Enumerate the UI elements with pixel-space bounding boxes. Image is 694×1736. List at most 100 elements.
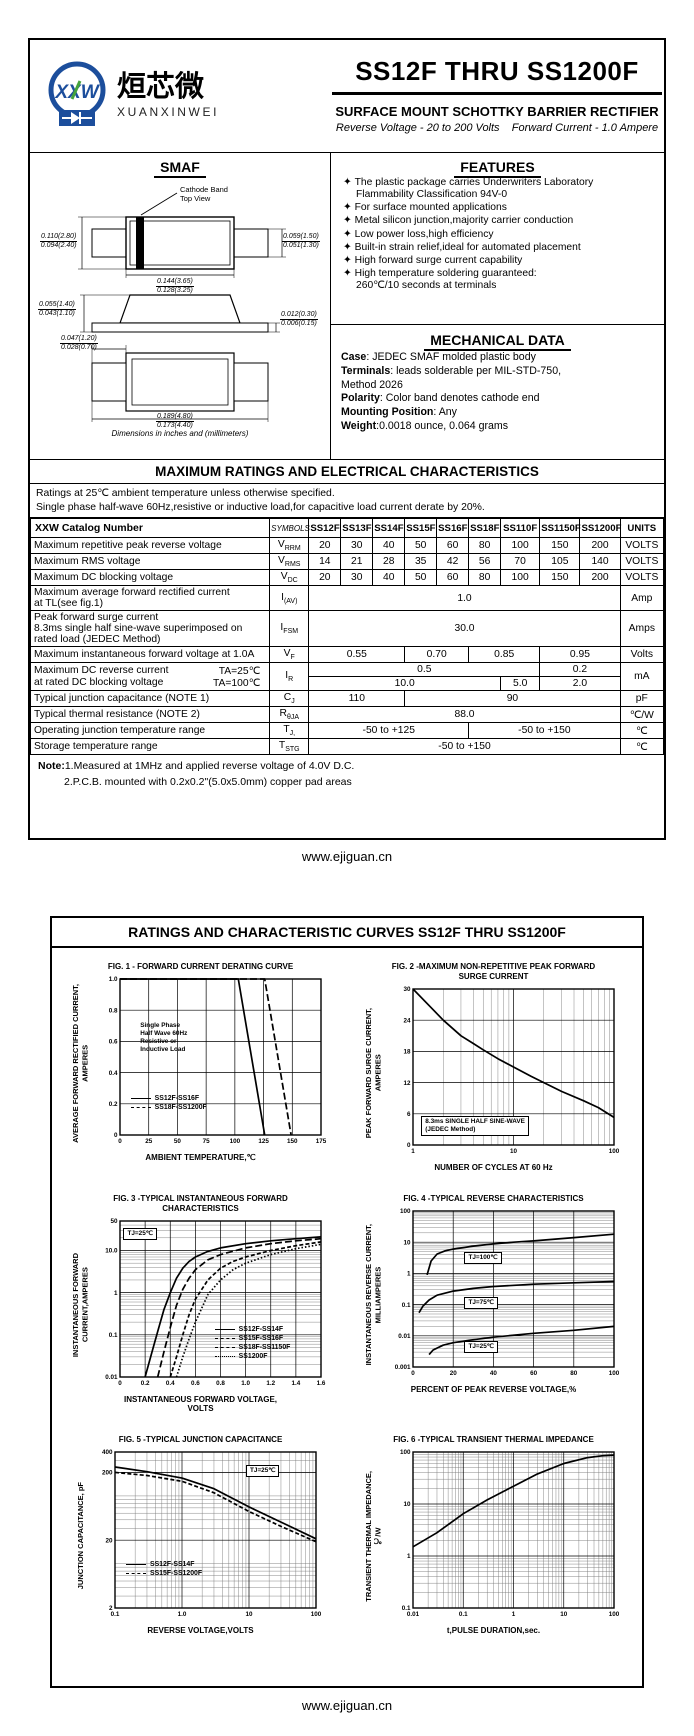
feature-item: ✦ Metal silicon junction,majority carrier… bbox=[343, 215, 574, 227]
svg-text:100: 100 bbox=[311, 1611, 322, 1618]
table-value-cell: 42 bbox=[436, 553, 470, 571]
datasheet-page-2: RATINGS AND CHARACTERISTIC CURVES SS12F … bbox=[50, 916, 644, 1688]
figure-grid: FIG. 1 - FORWARD CURRENT DERATING CURVE … bbox=[52, 948, 642, 1635]
features-mechanical-panel: FEATURES ✦ The plastic package carries Un… bbox=[331, 153, 664, 459]
mechanical-data-line: Weight:0.0018 ounce, 0.064 grams bbox=[341, 420, 509, 433]
table-unit-cell: VOLTS bbox=[619, 537, 665, 555]
table-value-cell: 0.85 bbox=[468, 646, 541, 664]
dim-body-height: 0.055(1.40) 0.043(1.10) bbox=[38, 301, 76, 318]
package-drawing-canvas bbox=[78, 192, 286, 422]
svg-text:10: 10 bbox=[246, 1611, 254, 1618]
table-value-cell: 40 bbox=[372, 569, 406, 587]
mechanical-data-heading: MECHANICAL DATA bbox=[341, 331, 654, 351]
table-unit-cell: ℃ bbox=[619, 722, 665, 740]
figure-1-y-axis-label: AVERAGE FORWARD RECTIFIED CURRENT, AMPER… bbox=[71, 983, 90, 1143]
figure-5-chart-canvas: 0.1 1.0 10 100 2 20 200 400 bbox=[102, 1449, 322, 1618]
table-unit-cell: pF bbox=[619, 690, 665, 708]
svg-text:0.1: 0.1 bbox=[402, 1302, 411, 1309]
table-symbol-cell: IFSM bbox=[269, 610, 310, 648]
package-outline-drawing: Cathode Band Top View 0.110(2.80) 0.094(2… bbox=[30, 177, 330, 429]
svg-text:1: 1 bbox=[407, 1553, 411, 1560]
table-value-cell: -50 to +150 bbox=[308, 738, 621, 756]
legend-line-sample bbox=[125, 1563, 146, 1565]
table-value-cell: 28 bbox=[372, 553, 406, 571]
title-underline bbox=[332, 92, 662, 95]
table-unit-cell: mA bbox=[619, 662, 665, 692]
table-value-cell: 0.5 bbox=[308, 662, 541, 678]
features-heading: FEATURES bbox=[339, 159, 656, 178]
brand-logo: XXW 烜芯微 XUANXINWEI bbox=[30, 40, 330, 152]
dim-overall-length: 0.189(4.80) 0.173(4.40) bbox=[156, 413, 194, 430]
table-value-cell: 30 bbox=[340, 569, 374, 587]
legend-item: SS12F-SS14F bbox=[125, 1561, 202, 1568]
bullet-icon: ✦ bbox=[343, 215, 352, 227]
mechanical-data-line: Mounting Position: Any bbox=[341, 406, 457, 419]
table-value-cell: 80 bbox=[468, 537, 502, 555]
svg-text:10: 10 bbox=[510, 1148, 518, 1155]
table-unit-cell: Amp bbox=[619, 585, 665, 612]
svg-text:0: 0 bbox=[118, 1138, 122, 1145]
legend-label: SS12F-SS14F bbox=[238, 1326, 284, 1334]
svg-text:0.4: 0.4 bbox=[109, 1070, 118, 1077]
svg-text:175: 175 bbox=[316, 1138, 327, 1145]
figure-2-plot: 1 10 100 0 6 12 18 24 30 8.3ms SINGLE HALF SINE-W… bbox=[383, 984, 623, 1162]
table-row-label: Operating junction temperature range bbox=[29, 722, 271, 740]
chart-annotation: TJ=25℃ bbox=[245, 1464, 280, 1477]
content-columns: SMAF bbox=[30, 153, 664, 460]
figure-4-y-axis-label: INSTANTANEOUS REVERSE CURRENT, MILLIAMPE… bbox=[364, 1224, 383, 1366]
svg-text:10: 10 bbox=[403, 1501, 411, 1508]
dim-lead-width: 0.059(1.50) 0.051(1.30) bbox=[282, 233, 320, 250]
table-value-cell: 2.0 bbox=[539, 676, 621, 692]
legend-item: SS12F-SS14F bbox=[214, 1326, 291, 1334]
svg-text:0.001: 0.001 bbox=[395, 1364, 411, 1371]
legend-line-sample bbox=[214, 1329, 235, 1331]
table-value-cell: 40 bbox=[372, 537, 406, 555]
figure-6-plot: 0.01 0.1 1 10 100 0.1 1 10 100 bbox=[383, 1447, 623, 1625]
table-unit-cell: Amps bbox=[619, 610, 665, 648]
table-value-cell: -50 to +125 bbox=[308, 722, 470, 740]
table-value-cell: 100 bbox=[500, 537, 541, 555]
figure-1-chart-canvas: 0 25 50 75 100 125 150 175 0 0.2 0.4 0.6 0.8 1.0 bbox=[109, 976, 327, 1145]
table-value-cell: 20 bbox=[308, 537, 342, 555]
features-list: ✦ The plastic package carries Underwriter… bbox=[339, 177, 656, 292]
mechanical-data-section: MECHANICAL DATA Case: JEDEC SMAF molded … bbox=[331, 325, 664, 434]
svg-text:1: 1 bbox=[407, 1271, 411, 1278]
legend-item: SS12F-SS16F bbox=[130, 1095, 207, 1102]
table-header-cell: SS1150F bbox=[539, 518, 581, 539]
svg-text:0.6: 0.6 bbox=[191, 1380, 200, 1387]
xxw-logo-mark: XXW bbox=[48, 61, 106, 126]
figure-6-x-axis-label: t,PULSE DURATION,sec. bbox=[446, 1626, 541, 1635]
table-value-cell: 110 bbox=[308, 690, 406, 708]
figure-3-title: FIG. 3 -TYPICAL INSTANTANEOUS FORWARD CH… bbox=[113, 1194, 288, 1213]
svg-text:6: 6 bbox=[407, 1111, 411, 1118]
bullet-icon: ✦ bbox=[343, 177, 352, 188]
table-row-label: Maximum RMS voltage bbox=[29, 553, 271, 571]
ratings-condition-2: Single phase half-wave 60Hz,resistive or… bbox=[36, 501, 485, 513]
device-type-subtitle: SURFACE MOUNT SCHOTTKY BARRIER RECTIFIER bbox=[335, 104, 659, 119]
feature-item: ✦ For surface mounted applications bbox=[343, 202, 507, 214]
svg-text:10.0: 10.0 bbox=[105, 1248, 118, 1255]
figure-2-y-axis-label: PEAK FORWARD SURGE CURRENT, AMPERES bbox=[364, 1007, 383, 1139]
figure-6-transient-thermal-impedance: FIG. 6 -TYPICAL TRANSIENT THERMAL IMPEDA… bbox=[347, 1435, 640, 1635]
figure-4-reverse-characteristics: FIG. 4 -TYPICAL REVERSE CHARACTERISTICS … bbox=[347, 1194, 640, 1413]
svg-text:18: 18 bbox=[403, 1049, 411, 1056]
svg-text:0: 0 bbox=[114, 1132, 118, 1139]
svg-text:60: 60 bbox=[530, 1370, 538, 1377]
svg-text:75: 75 bbox=[203, 1138, 211, 1145]
table-value-cell: 200 bbox=[579, 537, 621, 555]
table-value-cell: 10.0 bbox=[308, 676, 502, 692]
svg-text:0.1: 0.1 bbox=[109, 1332, 118, 1339]
mechanical-data-line: Polarity: Color band denotes cathode end bbox=[341, 392, 540, 405]
figure-4-x-axis-label: PERCENT OF PEAK REVERSE VOLTAGE,% bbox=[410, 1385, 577, 1394]
table-symbol-cell: TSTG bbox=[269, 738, 310, 756]
table-header-catalog: XXW Catalog Number bbox=[29, 518, 271, 539]
mechanical-data-lines: Case: JEDEC SMAF molded plastic body Term… bbox=[341, 351, 654, 434]
dim-lead-length: 0.047(1.20) 0.028(0.70) bbox=[60, 335, 98, 352]
legend-label: SS1200F bbox=[238, 1353, 268, 1361]
svg-text:0: 0 bbox=[407, 1142, 411, 1149]
feature-item: ✦ The plastic package carries Underwriter… bbox=[343, 177, 594, 201]
table-value-cell: 21 bbox=[340, 553, 374, 571]
svg-text:150: 150 bbox=[287, 1138, 298, 1145]
table-value-cell: 105 bbox=[539, 553, 581, 571]
features-section: FEATURES ✦ The plastic package carries Un… bbox=[331, 153, 664, 325]
